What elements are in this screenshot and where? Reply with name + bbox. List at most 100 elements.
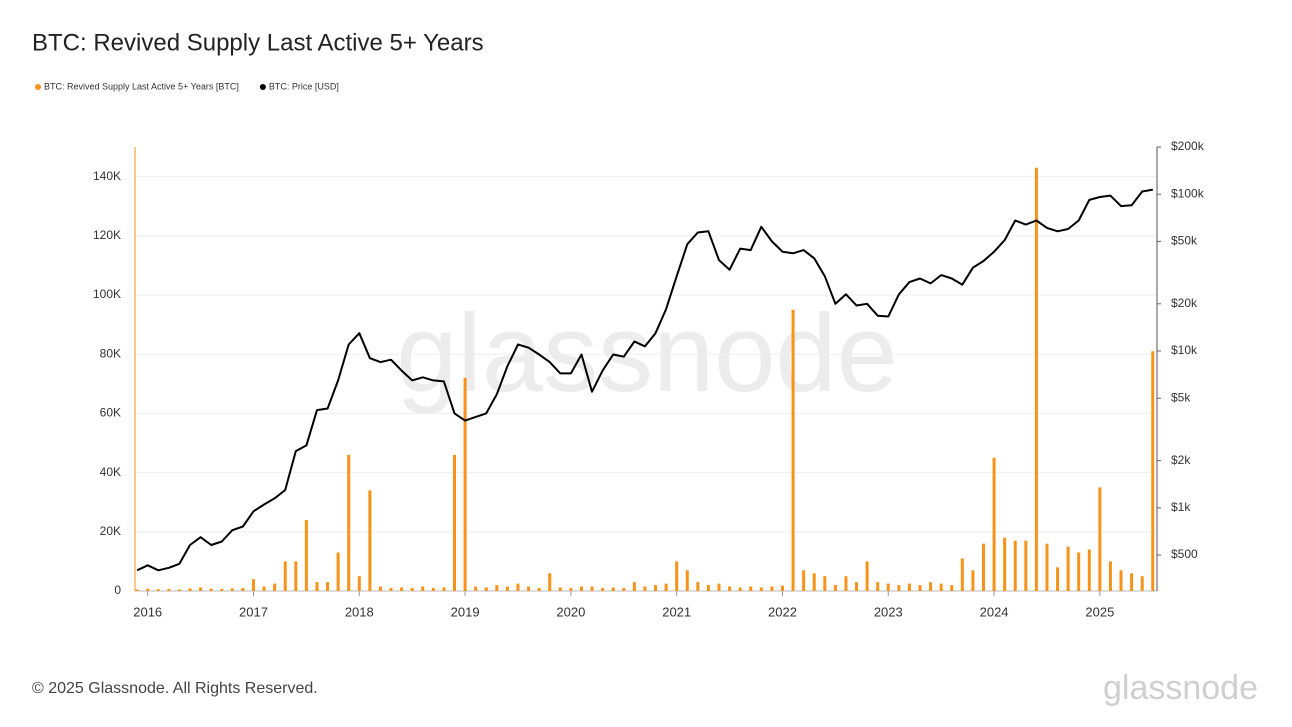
bar	[696, 582, 700, 591]
bar	[897, 585, 901, 591]
bar	[992, 457, 996, 591]
bar	[1140, 576, 1144, 591]
x-tick-label: 2025	[1085, 604, 1114, 619]
bar	[1151, 351, 1155, 591]
chart-title: BTC: Revived Supply Last Active 5+ Years	[32, 29, 484, 56]
bar	[939, 583, 943, 591]
bar	[717, 583, 721, 591]
bar	[378, 586, 382, 591]
bar	[802, 570, 806, 591]
bar	[431, 588, 435, 591]
bar	[230, 588, 234, 591]
bar	[516, 583, 520, 591]
bar	[421, 586, 425, 591]
bar	[241, 588, 245, 591]
bar	[590, 586, 594, 591]
bar	[1024, 540, 1028, 591]
x-tick-label: 2023	[874, 604, 903, 619]
y2-tick-label: $50k	[1171, 234, 1198, 248]
bar	[833, 585, 837, 591]
bar	[400, 587, 404, 591]
watermark: glassnode	[396, 292, 898, 415]
x-tick-label: 2024	[980, 604, 1009, 619]
legend-label: BTC: Price [USD]	[269, 81, 339, 91]
y-tick-label: 140K	[93, 169, 121, 183]
legend-marker	[259, 84, 266, 90]
bar	[1077, 552, 1081, 591]
y2-tick-label: $10k	[1171, 343, 1198, 357]
y2-tick-label: $200k	[1171, 139, 1205, 153]
bar	[886, 583, 890, 591]
y2-tick-label: $1k	[1171, 500, 1191, 514]
bar	[368, 490, 372, 591]
bar	[527, 586, 531, 591]
bar	[537, 588, 541, 591]
x-tick-label: 2017	[239, 604, 268, 619]
bar	[622, 588, 626, 591]
bar	[569, 588, 573, 591]
bar	[981, 543, 985, 591]
x-tick-label: 2022	[768, 604, 797, 619]
bar	[780, 585, 784, 591]
bar	[907, 583, 911, 591]
bar	[865, 561, 869, 591]
bar	[1130, 573, 1134, 591]
bar	[812, 573, 816, 591]
bar	[273, 583, 277, 591]
legend-label: BTC: Revived Supply Last Active 5+ Years…	[44, 81, 239, 91]
bar	[664, 583, 668, 591]
bar	[209, 588, 213, 591]
bar	[738, 587, 742, 591]
y2-tick-label: $100k	[1171, 186, 1205, 200]
bar	[347, 454, 351, 591]
bar	[1045, 543, 1049, 591]
bar	[844, 576, 848, 591]
bar	[876, 582, 880, 591]
bar	[167, 588, 171, 591]
bar	[855, 582, 859, 591]
bar	[950, 585, 954, 591]
y-tick-label: 20K	[100, 524, 121, 538]
bar	[675, 561, 679, 591]
bar	[484, 587, 488, 591]
bar	[706, 585, 710, 591]
bar	[220, 588, 224, 591]
bar	[410, 588, 414, 591]
bar	[336, 552, 340, 591]
y2-tick-label: $5k	[1171, 390, 1191, 404]
bar	[199, 587, 203, 591]
bar	[971, 570, 975, 591]
bar	[146, 588, 150, 591]
bar	[759, 587, 763, 591]
bar	[463, 377, 467, 591]
bar	[791, 309, 795, 591]
bar	[495, 585, 499, 591]
bar	[156, 589, 160, 591]
bar	[601, 588, 605, 591]
y-tick-label: 120K	[93, 228, 121, 242]
legend-marker	[35, 84, 41, 90]
price-line	[136, 188, 1153, 572]
bar	[262, 586, 266, 591]
bar	[685, 570, 689, 591]
bar	[442, 587, 446, 591]
bar	[453, 454, 457, 591]
bar	[929, 582, 933, 591]
bar	[1098, 487, 1102, 591]
bar	[749, 586, 753, 591]
bar	[177, 589, 181, 591]
bar	[643, 586, 647, 591]
bar	[1056, 567, 1060, 591]
x-tick-label: 2019	[451, 604, 480, 619]
x-tick-label: 2016	[133, 604, 162, 619]
bar	[294, 561, 298, 591]
footer: © 2025 Glassnode. All Rights Reserved.	[32, 680, 318, 697]
y-tick-label: 40K	[100, 465, 121, 479]
bar	[1034, 167, 1038, 591]
y-tick-label: 60K	[100, 406, 121, 420]
bar	[135, 589, 139, 591]
bar	[357, 576, 361, 591]
bar	[304, 519, 308, 591]
bar	[474, 586, 478, 591]
bar	[1087, 549, 1091, 591]
